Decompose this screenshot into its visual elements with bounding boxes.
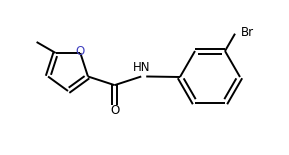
Text: O: O [110,104,119,117]
Text: Br: Br [241,26,254,39]
Text: O: O [76,44,85,58]
Text: HN: HN [132,62,150,75]
